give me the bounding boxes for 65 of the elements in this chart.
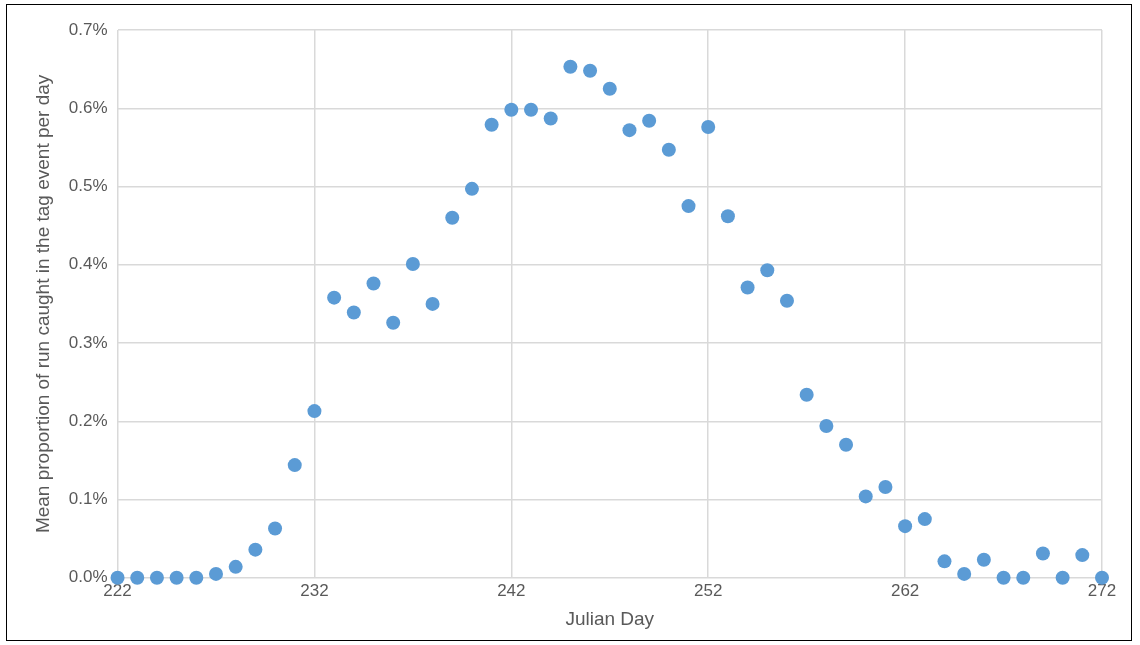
point — [878, 480, 893, 495]
point — [1035, 546, 1050, 561]
point — [740, 280, 755, 295]
point — [287, 458, 302, 473]
point — [524, 102, 539, 117]
x-tick-label: 242 — [497, 580, 526, 600]
x-tick-label: 272 — [1087, 580, 1117, 600]
point — [917, 512, 932, 527]
point — [642, 113, 657, 128]
point — [937, 554, 952, 569]
point — [839, 437, 854, 452]
y-tick-label: 0.4% — [68, 254, 108, 274]
point — [130, 570, 145, 585]
y-tick-label: 0.6% — [68, 97, 108, 117]
point — [760, 263, 775, 278]
point — [1075, 548, 1090, 563]
point — [425, 296, 440, 311]
y-axis-title: Mean proportion of run caught in the tag event per day — [31, 74, 53, 534]
point — [228, 559, 243, 574]
point — [268, 521, 283, 536]
point — [484, 117, 499, 132]
point — [1055, 570, 1070, 585]
point — [1016, 570, 1031, 585]
point — [957, 566, 972, 581]
point — [307, 404, 322, 419]
point — [189, 570, 204, 585]
y-tick-label: 0.2% — [68, 410, 108, 430]
point — [622, 123, 637, 138]
point — [110, 570, 125, 585]
point — [701, 120, 716, 135]
point — [327, 290, 342, 305]
point — [799, 387, 814, 402]
point — [169, 570, 184, 585]
point — [405, 256, 420, 271]
point — [858, 489, 873, 504]
point — [248, 542, 263, 557]
point — [504, 102, 519, 117]
point — [898, 519, 913, 534]
y-tick-label: 0.3% — [68, 332, 108, 352]
point — [346, 305, 361, 320]
point — [366, 276, 381, 291]
point — [720, 209, 735, 224]
point — [386, 315, 401, 330]
y-tick-label: 0.5% — [68, 176, 108, 196]
point — [583, 63, 598, 78]
point — [208, 566, 223, 581]
x-axis-title: Julian Day — [565, 607, 655, 629]
point — [681, 199, 696, 214]
point — [149, 570, 164, 585]
point — [563, 59, 578, 74]
point — [779, 293, 794, 308]
point — [819, 418, 834, 433]
point — [1095, 570, 1109, 585]
point — [976, 552, 991, 567]
y-tick-label: 0.7% — [68, 19, 108, 39]
point — [996, 570, 1011, 585]
point — [661, 142, 676, 157]
point — [445, 210, 460, 225]
point — [602, 81, 617, 96]
point — [464, 181, 479, 196]
x-tick-label: 252 — [694, 580, 723, 600]
x-tick-label: 232 — [300, 580, 329, 600]
x-tick-label: 262 — [890, 580, 920, 600]
point — [543, 111, 558, 126]
y-tick-label: 0.1% — [68, 489, 108, 509]
